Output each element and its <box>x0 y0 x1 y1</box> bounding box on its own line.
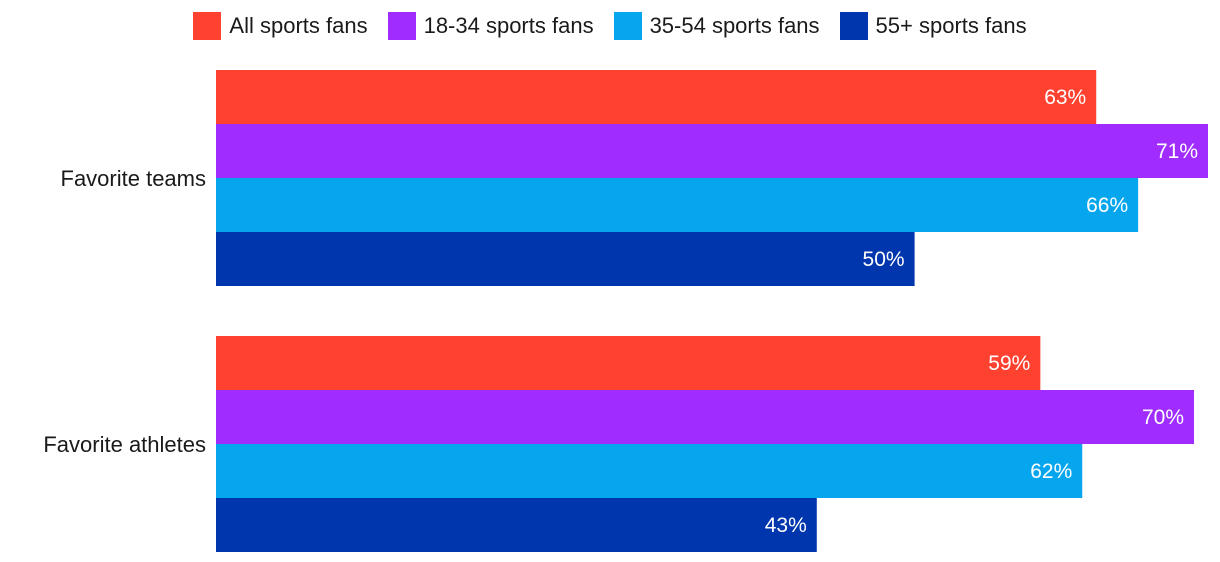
legend-item-18-34-sports-fans: 18-34 sports fans <box>387 12 594 40</box>
legend-swatch-55-plus-sports-fans <box>839 12 868 40</box>
bar-favorite-athletes-35-54-sports-fans <box>216 444 1083 498</box>
value-label-favorite-athletes-35-54-sports-fans: 62% <box>1030 460 1072 483</box>
value-label-favorite-athletes-55-plus-sports-fans: 43% <box>765 514 807 537</box>
legend-label-18-34-sports-fans: 18-34 sports fans <box>423 13 594 38</box>
bar-favorite-athletes-18-34-sports-fans <box>216 390 1195 444</box>
legend-item-all-sports-fans: All sports fans <box>193 12 368 40</box>
bar-favorite-teams-55-plus-sports-fans <box>216 232 915 286</box>
legend-swatch-all-sports-fans <box>193 12 222 40</box>
bar-favorite-athletes-all-sports-fans <box>216 336 1041 390</box>
legend-label-55-plus-sports-fans: 55+ sports fans <box>875 13 1027 38</box>
legend-swatch-35-54-sports-fans <box>613 12 642 40</box>
bar-favorite-teams-all-sports-fans <box>216 70 1097 124</box>
value-label-favorite-teams-all-sports-fans: 63% <box>1044 86 1086 109</box>
legend: All sports fans 18-34 sports fans 35-54 … <box>0 12 1220 40</box>
legend-item-55-plus-sports-fans: 55+ sports fans <box>839 12 1027 40</box>
legend-item-35-54-sports-fans: 35-54 sports fans <box>613 12 820 40</box>
legend-label-all-sports-fans: All sports fans <box>229 13 368 38</box>
legend-label-35-54-sports-fans: 35-54 sports fans <box>649 13 820 38</box>
value-label-favorite-teams-18-34-sports-fans: 71% <box>1156 140 1198 163</box>
value-label-favorite-athletes-18-34-sports-fans: 70% <box>1142 406 1184 429</box>
bar-favorite-teams-35-54-sports-fans <box>216 178 1139 232</box>
bar-favorite-athletes-55-plus-sports-fans <box>216 498 817 552</box>
bar-favorite-teams-18-34-sports-fans <box>216 124 1208 178</box>
value-label-favorite-teams-35-54-sports-fans: 66% <box>1086 194 1128 217</box>
value-label-favorite-athletes-all-sports-fans: 59% <box>988 352 1030 375</box>
category-label-favorite-teams: Favorite teams <box>61 166 207 191</box>
value-label-favorite-teams-55-plus-sports-fans: 50% <box>863 248 905 271</box>
category-label-favorite-athletes: Favorite athletes <box>43 432 206 457</box>
legend-swatch-18-34-sports-fans <box>387 12 416 40</box>
